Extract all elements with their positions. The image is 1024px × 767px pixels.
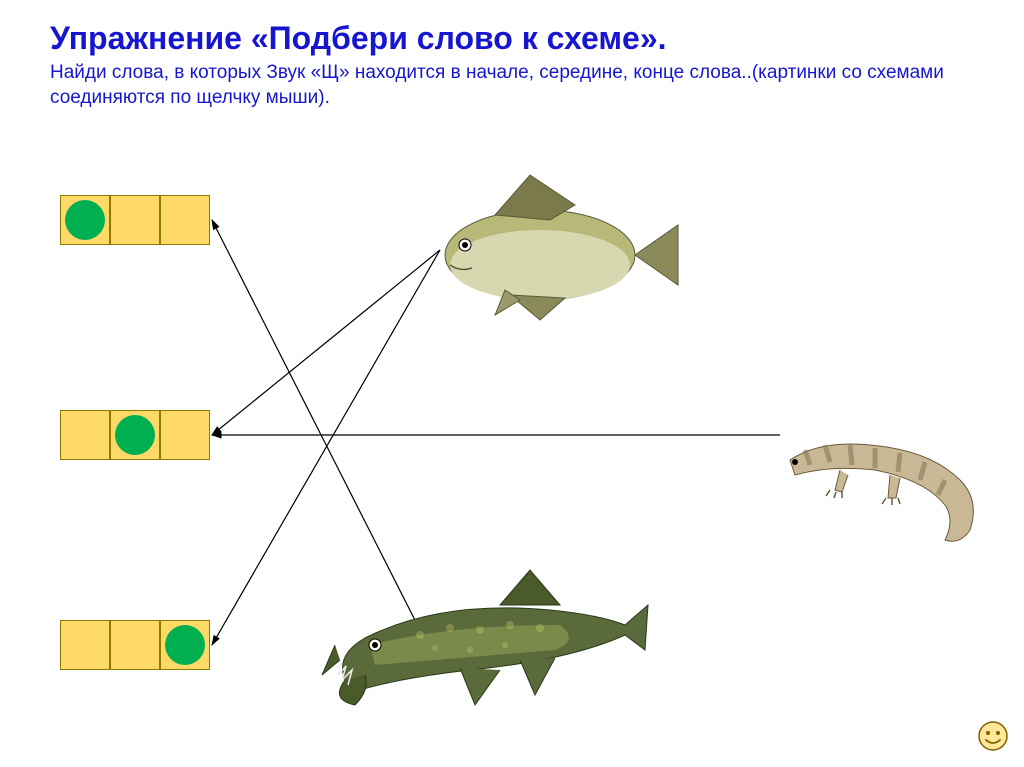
title-sub: Найди слова, в которых Звук «Щ» находитс…: [50, 61, 974, 110]
sound-position-circle: [165, 625, 205, 665]
schema-cell: [110, 195, 160, 245]
schema-end[interactable]: [60, 620, 210, 670]
fish-bream-image[interactable]: [400, 160, 680, 330]
schema-cell: [60, 195, 110, 245]
sound-position-circle: [65, 200, 105, 240]
fish-pike-image[interactable]: [320, 530, 650, 730]
smiley-icon: [977, 720, 1009, 752]
schema-cell: [160, 620, 210, 670]
schema-cell: [110, 410, 160, 460]
schema-middle[interactable]: [60, 410, 210, 460]
title-main: Упражнение «Подбери слово к схеме».: [50, 20, 974, 57]
lizard-image[interactable]: [780, 390, 990, 550]
schema-cell: [160, 410, 210, 460]
schema-cell: [160, 195, 210, 245]
schema-start[interactable]: [60, 195, 210, 245]
schema-cell: [60, 410, 110, 460]
title-block: Упражнение «Подбери слово к схеме». Найд…: [50, 20, 974, 110]
sound-position-circle: [115, 415, 155, 455]
diagram-area: [0, 130, 1024, 750]
schema-cell: [60, 620, 110, 670]
schema-cell: [110, 620, 160, 670]
